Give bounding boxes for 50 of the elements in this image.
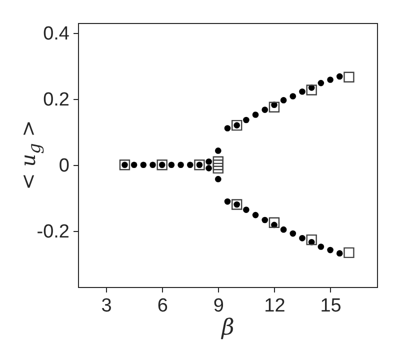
point	[290, 93, 296, 100]
y-tick-label: 0.2	[43, 89, 70, 110]
point	[168, 162, 175, 168]
point	[327, 76, 334, 83]
x-tick-label: 15	[320, 296, 342, 316]
point	[280, 97, 287, 104]
point	[224, 198, 231, 205]
point	[336, 73, 343, 80]
point	[306, 84, 317, 96]
point	[214, 176, 222, 182]
point	[232, 120, 242, 131]
y-tick-label: -0.2	[36, 221, 70, 242]
point	[212, 162, 224, 174]
point	[214, 148, 222, 154]
point	[206, 158, 212, 165]
point	[140, 162, 147, 168]
y-tick-label: 0.4	[43, 23, 70, 44]
point	[206, 165, 212, 172]
x-tick-label: 6	[157, 296, 168, 316]
point	[130, 162, 138, 168]
point	[318, 244, 324, 250]
point	[252, 212, 259, 218]
point	[119, 160, 130, 170]
point	[344, 72, 354, 82]
point	[178, 162, 184, 168]
point	[186, 162, 194, 168]
point	[306, 234, 317, 246]
point	[268, 217, 280, 228]
point	[344, 247, 354, 258]
point	[243, 206, 250, 213]
point	[280, 226, 287, 233]
y-tick-label: 0	[58, 155, 70, 176]
point	[299, 88, 306, 95]
point	[336, 250, 343, 256]
point	[243, 116, 250, 124]
point	[290, 230, 296, 237]
point	[252, 112, 259, 118]
point	[262, 106, 268, 113]
x-tick-label: 3	[101, 296, 112, 316]
point	[327, 246, 334, 254]
point	[212, 156, 224, 167]
x-axis-title: β	[220, 316, 234, 340]
x-tick-label: 9	[213, 296, 224, 316]
x-tick-label: 12	[264, 296, 286, 316]
point	[299, 235, 306, 242]
point	[224, 125, 231, 132]
point	[150, 162, 156, 168]
point	[268, 102, 280, 112]
point	[318, 80, 324, 86]
point	[262, 216, 268, 224]
